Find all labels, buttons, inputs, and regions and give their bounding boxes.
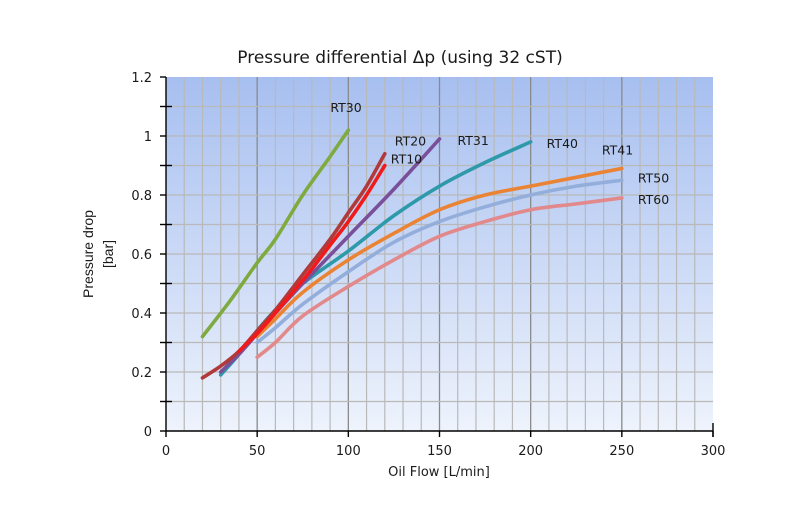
x-tick-label: 200 [518,444,543,459]
y-tick-label: 0 [144,425,152,440]
series-label-rt30: RT30 [330,100,361,115]
series-lines [200,128,624,380]
series-line-rt30 [200,128,351,339]
series-line-rt50 [255,178,624,345]
y-axis-label: Pressure drop [bar] [80,210,116,298]
x-tick-labels: 0 50 100 150 200 250 300 [162,444,726,459]
y-tick-label: 0.8 [131,189,152,204]
series-label-rt60: RT60 [638,192,669,207]
y-tick-label: 0.2 [131,366,152,381]
series-label-rt50: RT50 [638,170,669,185]
gridlines [166,77,713,431]
y-axis-label-line2: [bar] [100,240,116,268]
series-label-rt10: RT10 [391,152,422,167]
x-axis-label: Oil Flow [L/min] [388,465,490,480]
y-axis-label-line1: Pressure drop [80,210,96,298]
series-label-rt20: RT20 [395,134,426,149]
x-tick-label: 300 [701,444,726,459]
series-label-rt41: RT41 [602,142,633,157]
series-line-rt41 [255,166,624,339]
series-line-rt60 [255,196,624,360]
x-tick-label: 250 [609,444,634,459]
x-tick-label: 0 [162,444,170,459]
y-tick-label: 1 [144,130,152,145]
y-tick-label: 1.2 [131,71,152,86]
series-label-rt31: RT31 [458,133,489,148]
series-line-rt20 [200,151,387,380]
chart-title: Pressure differential Δp (using 32 cST) [237,48,562,68]
x-tick-label: 50 [249,444,266,459]
axes [160,76,714,437]
y-tick-label: 0.4 [131,307,152,322]
x-tick-label: 150 [427,444,452,459]
series-labels: RT30 RT20 RT10 RT31 RT40 RT41 RT50 RT60 [330,100,669,207]
y-tick-label: 0.6 [131,248,152,263]
series-line-rt10 [237,163,387,354]
y-tick-labels: 0 0.2 0.4 0.6 0.8 1 1.2 [131,71,152,440]
series-label-rt40: RT40 [547,136,578,151]
x-tick-label: 100 [336,444,361,459]
